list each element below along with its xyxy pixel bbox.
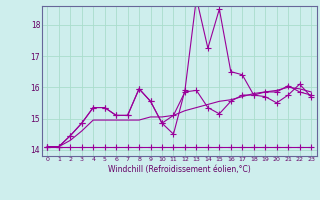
X-axis label: Windchill (Refroidissement éolien,°C): Windchill (Refroidissement éolien,°C) — [108, 165, 251, 174]
